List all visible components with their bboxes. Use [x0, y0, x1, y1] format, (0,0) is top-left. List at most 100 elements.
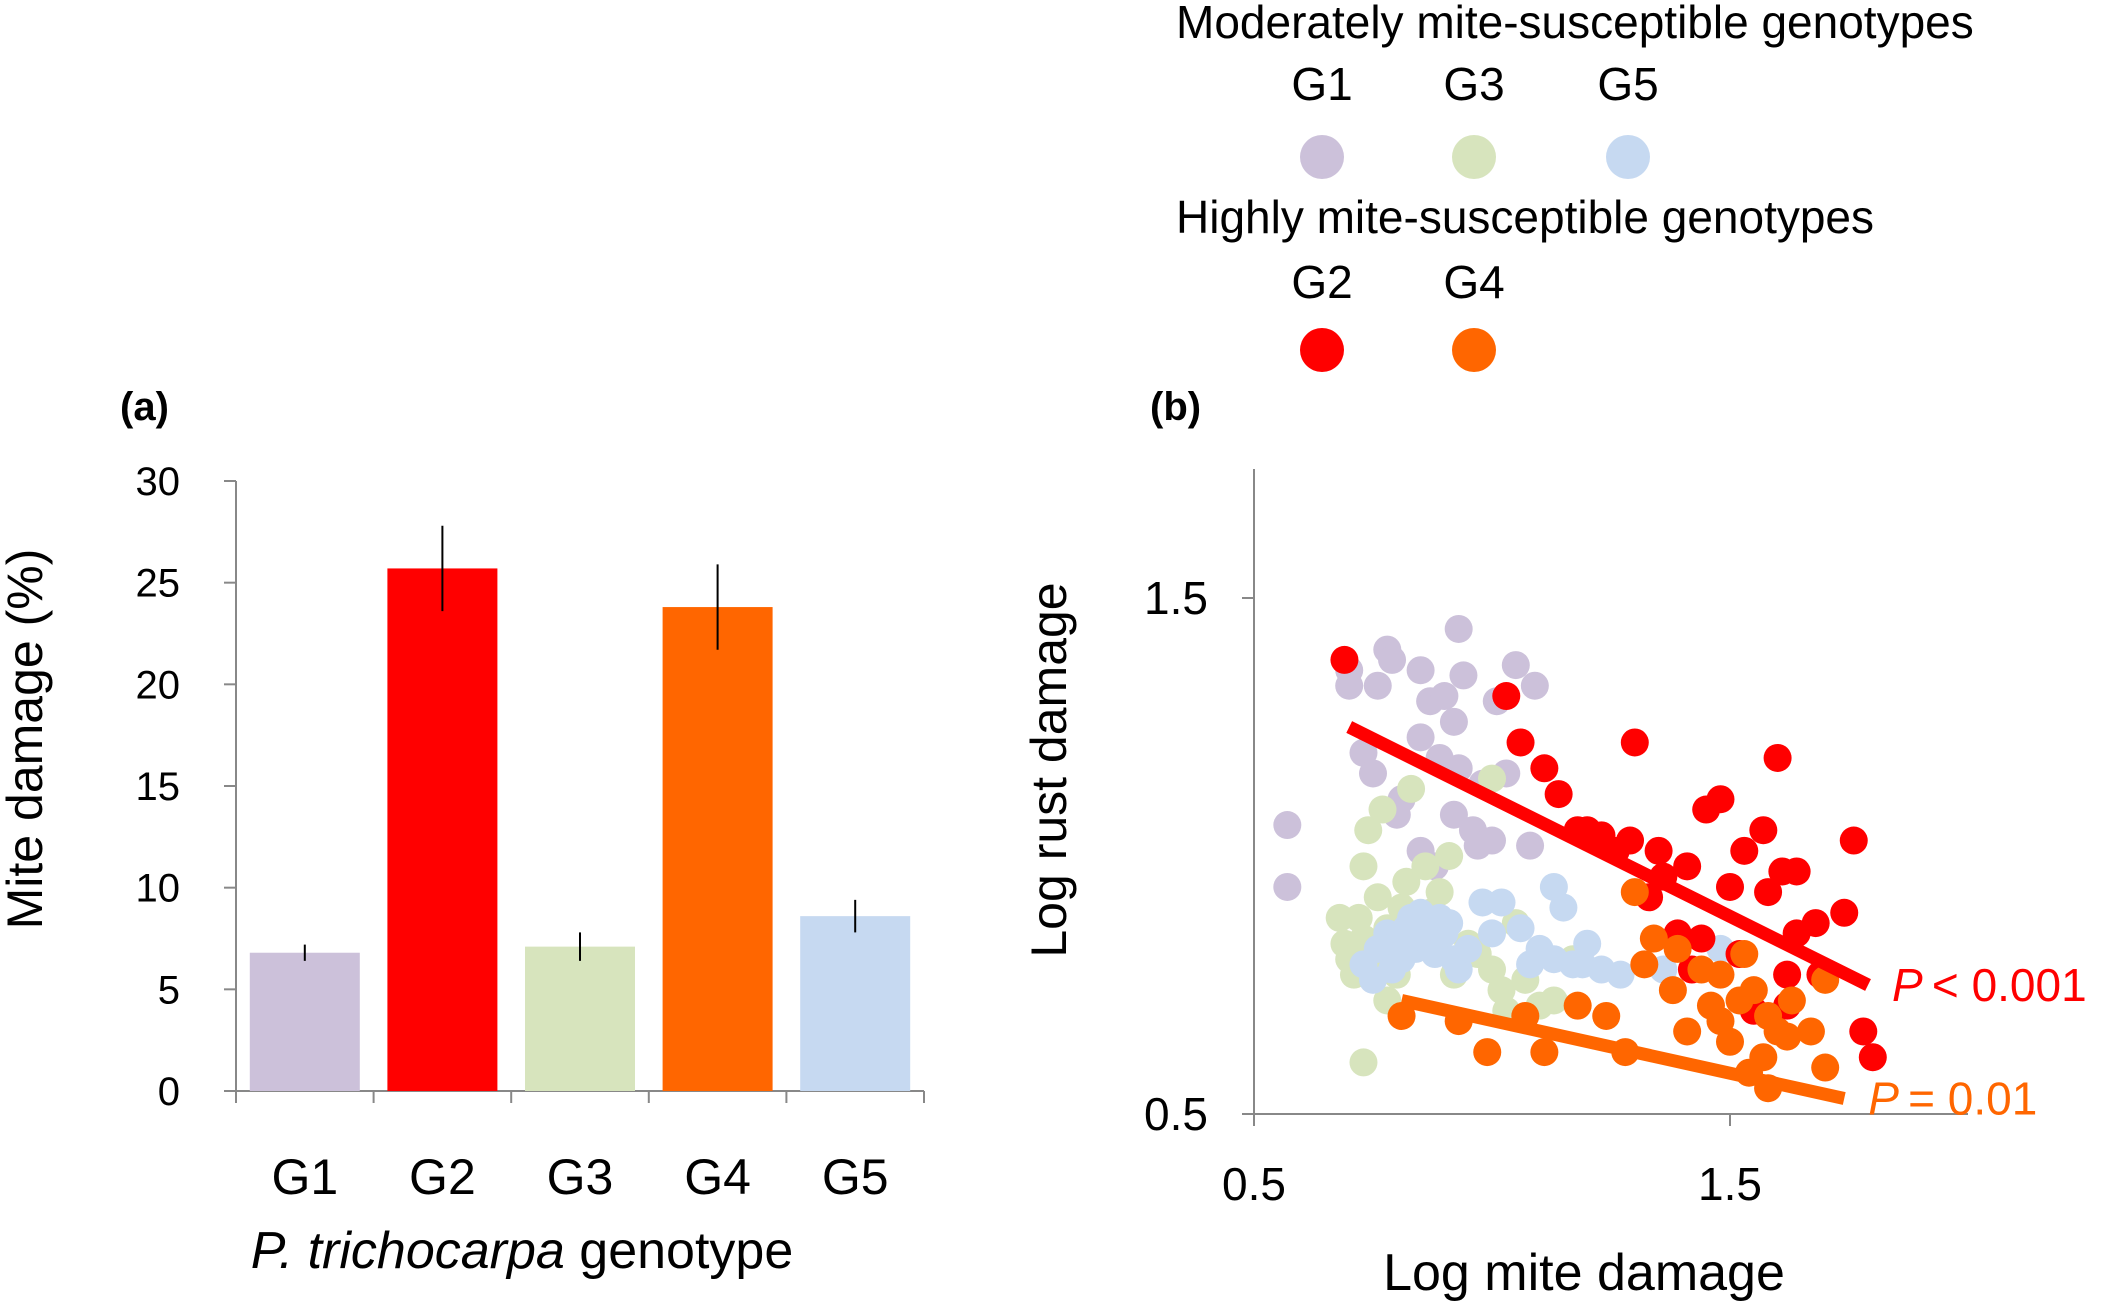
point-G2 [1858, 1043, 1887, 1072]
panel-a-x-tick-labels: G1 G2 G3 G4 G5 [271, 1149, 888, 1205]
point-G5 [1478, 919, 1506, 948]
point-G3 [1397, 774, 1426, 803]
point-G1 [1449, 661, 1478, 690]
legend-group-title: Moderately mite-susceptible genotypes [1176, 0, 1974, 48]
legend-entry-marker-G4 [1452, 328, 1496, 372]
panel-a-y-tick-label: 30 [136, 460, 181, 504]
point-G3 [1349, 1048, 1378, 1077]
point-G2 [1754, 878, 1783, 907]
point-G4 [1620, 878, 1649, 907]
point-G4 [1739, 976, 1768, 1005]
point-G1 [1520, 671, 1549, 700]
point-G4 [1811, 1053, 1840, 1082]
point-G2 [1616, 826, 1645, 855]
point-G2 [1730, 836, 1759, 865]
panel-b-y-axis-title: Log rust damage [1021, 582, 1077, 957]
panel-a-y-tick-label: 20 [136, 663, 181, 707]
bar-G3 [525, 946, 635, 1091]
point-G2 [1716, 872, 1744, 901]
category-label-G2: G2 [409, 1149, 476, 1205]
panel-a-error-bars [303, 525, 857, 961]
point-G1 [1335, 671, 1364, 700]
point-G2 [1801, 909, 1830, 938]
point-G1 [1406, 656, 1435, 685]
point-G2 [1492, 682, 1521, 711]
legend-entry-label-G3: G3 [1443, 58, 1504, 110]
series-G4 [1387, 878, 1840, 1103]
point-G5 [1606, 960, 1635, 989]
point-G3 [1368, 795, 1397, 824]
panel-a-y-tick-labels: 0 5 10 15 20 25 30 [136, 460, 181, 1114]
panel-a-x-axis-title-rest: genotype [565, 1222, 793, 1280]
bar-G1 [249, 952, 360, 1091]
category-label-G4: G4 [684, 1149, 751, 1205]
p-value-text: < 0.001 [1923, 959, 2087, 1011]
point-G2 [1773, 960, 1802, 989]
panel-b-label: (b) [1150, 385, 1201, 429]
panel-b-scatter-chart: (b) Log rust damage Moderately mite-susc… [1021, 0, 2087, 1302]
point-G1 [1439, 707, 1468, 736]
point-G1 [1430, 682, 1459, 711]
legend-group-title: Highly mite-susceptible genotypes [1176, 191, 1874, 243]
point-G1 [1439, 800, 1468, 829]
point-G3 [1363, 883, 1392, 912]
legend-entry-marker-G1 [1300, 135, 1344, 179]
series-G5 [1349, 872, 1735, 994]
point-G3 [1411, 852, 1440, 881]
panel-b-tick-labels: 0.5 1.5 0.5 1.5 [1144, 572, 1762, 1210]
fit-line-G2 [1346, 721, 1871, 991]
panel-a-y-tick-label: 10 [136, 867, 181, 911]
point-G4 [1592, 1001, 1621, 1030]
p-value-annotation-G4: P = 0.01 [1868, 1073, 2037, 1125]
legend-entry-marker-G5 [1606, 135, 1650, 179]
point-G1 [1273, 872, 1302, 901]
point-G2 [1620, 728, 1649, 757]
point-G4 [1630, 950, 1659, 979]
point-G4 [1473, 1038, 1502, 1067]
panel-b-x-axis-title: Log mite damage [1383, 1244, 1785, 1302]
point-G5 [1435, 909, 1464, 938]
panel-a-y-tick-label: 15 [136, 765, 181, 809]
panel-a-y-axis-title: Mite damage (%) [0, 549, 53, 930]
point-G4 [1387, 1001, 1416, 1030]
panel-b-y-tick-label: 1.5 [1144, 572, 1208, 624]
point-G2 [1849, 1017, 1878, 1046]
panel-b-x-tick-label: 0.5 [1222, 1158, 1286, 1210]
p-value-annotation-G2: P < 0.001 [1892, 959, 2087, 1011]
point-G4 [1663, 934, 1692, 963]
point-G4 [1777, 986, 1806, 1015]
point-G1 [1378, 645, 1407, 674]
point-G1 [1478, 826, 1506, 855]
point-G2 [1544, 780, 1573, 809]
panel-b-axes [1242, 469, 1968, 1126]
point-G1 [1363, 671, 1392, 700]
point-G4 [1749, 1043, 1778, 1072]
point-G3 [1478, 764, 1506, 793]
point-G3 [1349, 852, 1378, 881]
point-G4 [1796, 1017, 1825, 1046]
panel-b-legend: Moderately mite-susceptible genotypes G1 G… [1176, 0, 1974, 372]
point-G4 [1730, 940, 1759, 969]
legend-entry-label-G2: G2 [1291, 256, 1352, 308]
point-G2 [1506, 728, 1535, 757]
point-G1 [1444, 614, 1473, 643]
point-G3 [1539, 986, 1568, 1015]
panel-a-y-tick-label: 0 [158, 1070, 180, 1114]
panel-a-y-tick-label: 25 [136, 562, 181, 606]
point-G4 [1673, 1017, 1702, 1046]
panel-a-label: (a) [120, 385, 169, 429]
point-G4 [1773, 1022, 1802, 1051]
p-value-text: = 0.01 [1899, 1073, 2037, 1125]
panel-a-x-axis-title-italic: P. trichocarpa [251, 1222, 565, 1280]
panel-b-x-tick-label: 1.5 [1698, 1158, 1762, 1210]
point-G2 [1644, 836, 1673, 865]
fit-line-G4 [1400, 994, 1846, 1105]
point-G3 [1425, 878, 1454, 907]
point-G5 [1568, 950, 1597, 979]
point-G2 [1673, 852, 1702, 881]
point-G2 [1330, 645, 1359, 674]
point-G4 [1639, 924, 1668, 953]
point-G4 [1658, 976, 1687, 1005]
